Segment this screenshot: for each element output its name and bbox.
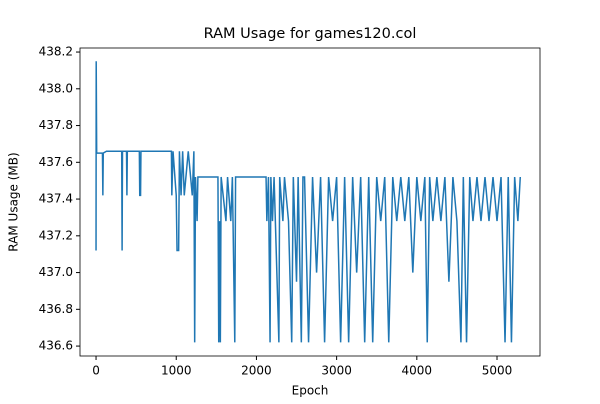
x-tick-label: 0 [92, 364, 100, 378]
y-tick-label: 437.4 [39, 192, 73, 206]
x-tick-label: 1000 [161, 364, 192, 378]
y-tick-label: 437.0 [39, 265, 73, 279]
plot-frame [79, 47, 541, 357]
y-tick-label: 437.2 [39, 228, 73, 242]
x-tick-label: 4000 [402, 364, 433, 378]
x-axis-label: Epoch [292, 384, 329, 398]
y-tick-label: 438.0 [39, 81, 73, 95]
chart-title: RAM Usage for games120.col [204, 26, 417, 42]
y-axis-label: RAM Usage (MB) [7, 152, 21, 251]
x-tick-label: 2000 [241, 364, 272, 378]
y-tick-label: 437.8 [39, 118, 73, 132]
x-tick-label: 3000 [321, 364, 352, 378]
y-tick-label: 437.6 [39, 155, 73, 169]
y-tick-label: 438.2 [39, 45, 73, 59]
line-series [95, 61, 522, 343]
x-tick-label: 5000 [482, 364, 513, 378]
y-tick-label: 436.6 [39, 339, 73, 353]
y-tick-label: 436.8 [39, 302, 73, 316]
